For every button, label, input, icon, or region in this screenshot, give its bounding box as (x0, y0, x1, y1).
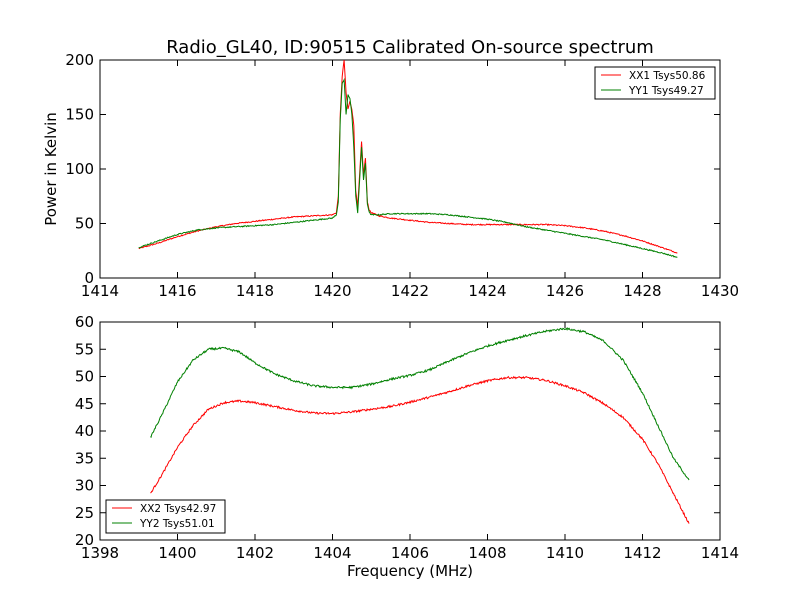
top-x-tick-label: 1430 (701, 282, 739, 300)
chart-title: Radio_GL40, ID:90515 Calibrated On-sourc… (166, 37, 654, 58)
bottom-y-tick-label: 20 (75, 531, 94, 549)
top-series-line-2 (138, 77, 678, 258)
bottom-x-tick-label: 1400 (158, 544, 196, 562)
top-x-tick-label: 1424 (468, 282, 506, 300)
bottom-y-tick-label: 35 (75, 449, 94, 467)
bottom-x-tick-label: 1404 (313, 544, 351, 562)
top-legend: XX1 Tsys50.86 YY1 Tsys49.27 (594, 66, 716, 100)
top-y-tick-label: 50 (75, 215, 94, 233)
bottom-legend-label-2: YY2 Tsys51.01 (139, 518, 215, 530)
top-spectrum-panel: 1414 1416 1418 1420 1422 1424 1426 1428 1430 0 50 1… (42, 51, 739, 300)
top-x-tick-label: 1422 (391, 282, 429, 300)
top-x-tick-label: 1420 (313, 282, 351, 300)
bottom-x-tick-label: 1408 (468, 544, 506, 562)
top-y-tick-label: 200 (65, 51, 94, 69)
top-series-line-1 (138, 60, 678, 254)
bottom-x-tick-label: 1398 (81, 544, 119, 562)
bottom-series-layer (150, 326, 690, 524)
bottom-series-line-2 (150, 326, 690, 481)
bottom-x-tick-label: 1402 (236, 544, 274, 562)
bottom-x-tick-label: 1414 (701, 544, 739, 562)
top-x-tick-label: 1416 (158, 282, 196, 300)
top-legend-label-1: XX1 Tsys50.86 (629, 70, 706, 82)
top-ticks-layer: 1414 1416 1418 1420 1422 1424 1426 1428 1430 0 50 1… (65, 51, 739, 300)
bottom-y-tick-label: 55 (75, 340, 94, 358)
bottom-y-tick-label: 60 (75, 313, 94, 331)
bottom-y-tick-label: 30 (75, 477, 94, 495)
bottom-y-tick-label: 45 (75, 395, 94, 413)
top-y-tick-label: 150 (65, 106, 94, 124)
bottom-legend: XX2 Tsys42.97 YY2 Tsys51.01 (105, 499, 226, 534)
bottom-x-axis-label: Frequency (MHz) (347, 562, 473, 580)
bottom-x-tick-label: 1410 (546, 544, 584, 562)
bottom-x-tick-label: 1406 (391, 544, 429, 562)
top-y-axis-label: Power in Kelvin (42, 112, 60, 226)
top-y-tick-label: 100 (65, 160, 94, 178)
bottom-series-line-1 (150, 375, 690, 524)
bottom-legend-label-1: XX2 Tsys42.97 (140, 503, 216, 515)
top-x-tick-label: 1428 (623, 282, 661, 300)
top-y-tick-label: 0 (84, 269, 94, 287)
top-legend-box (594, 66, 716, 100)
top-series-layer (138, 60, 678, 258)
bottom-ticks-layer: 1398 1400 1402 1404 1406 1408 1410 1412 1414 20 25… (75, 313, 739, 562)
top-x-tick-label: 1414 (81, 282, 119, 300)
bottom-y-tick-label: 25 (75, 504, 94, 522)
bottom-x-tick-label: 1412 (623, 544, 661, 562)
bottom-y-tick-label: 50 (75, 368, 94, 386)
bottom-y-tick-label: 40 (75, 422, 94, 440)
top-x-tick-label: 1418 (236, 282, 274, 300)
bottom-legend-box (105, 499, 226, 534)
top-x-tick-label: 1426 (546, 282, 584, 300)
top-legend-label-2: YY1 Tsys49.27 (628, 85, 704, 97)
bottom-spectrum-panel: 1398 1400 1402 1404 1406 1408 1410 1412 1414 20 25… (75, 313, 739, 580)
